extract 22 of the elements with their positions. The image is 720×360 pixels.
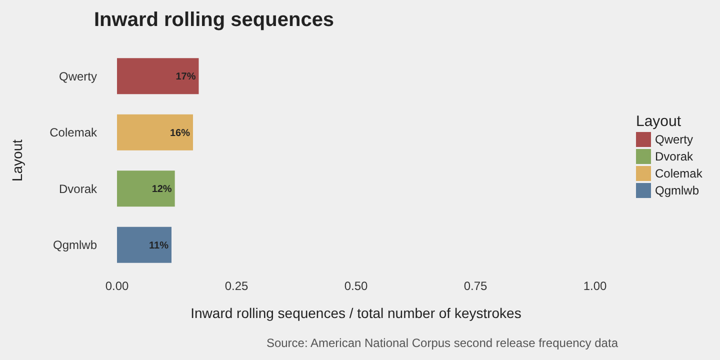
chart-title: Inward rolling sequences bbox=[94, 9, 334, 31]
x-axis-title: Inward rolling sequences / total number of keystrokes bbox=[190, 305, 522, 321]
legend-label: Qgmlwb bbox=[655, 184, 700, 198]
x-tick-label: 0.00 bbox=[105, 279, 129, 293]
data-label: 12% bbox=[152, 184, 172, 196]
data-label: 16% bbox=[170, 128, 190, 139]
legend-label: Colemak bbox=[655, 166, 704, 181]
y-tick-label: Qwerty bbox=[58, 69, 97, 84]
y-tick-label: Dvorak bbox=[58, 182, 98, 196]
source-note: Source: American National Corpus second release frequency data bbox=[266, 336, 618, 350]
y-tick-label: Qgmlwb bbox=[52, 238, 98, 252]
legend-title: Layout bbox=[636, 113, 682, 130]
data-label: 11% bbox=[149, 240, 169, 252]
legend-label: Qwerty bbox=[655, 132, 694, 147]
x-tick-label: 0.25 bbox=[224, 279, 248, 293]
y-tick-label: Colemak bbox=[50, 126, 98, 140]
x-tick-label: 0.50 bbox=[344, 279, 368, 293]
y-axis-title: Layout bbox=[9, 139, 25, 182]
legend-label: Dvorak bbox=[655, 150, 694, 164]
x-tick-label: 0.75 bbox=[464, 279, 488, 293]
x-tick-label: 1.00 bbox=[583, 279, 607, 293]
data-label: 17% bbox=[176, 72, 196, 83]
